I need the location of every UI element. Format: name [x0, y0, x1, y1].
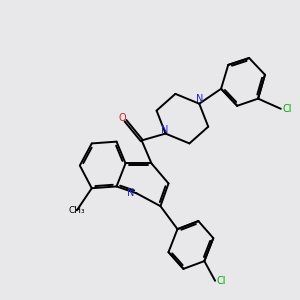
Text: Cl: Cl — [217, 276, 226, 286]
Text: N: N — [196, 94, 203, 104]
Text: Cl: Cl — [283, 104, 292, 114]
Text: N: N — [128, 188, 135, 198]
Text: O: O — [118, 113, 126, 123]
Text: N: N — [161, 125, 169, 135]
Text: CH₃: CH₃ — [68, 206, 85, 215]
